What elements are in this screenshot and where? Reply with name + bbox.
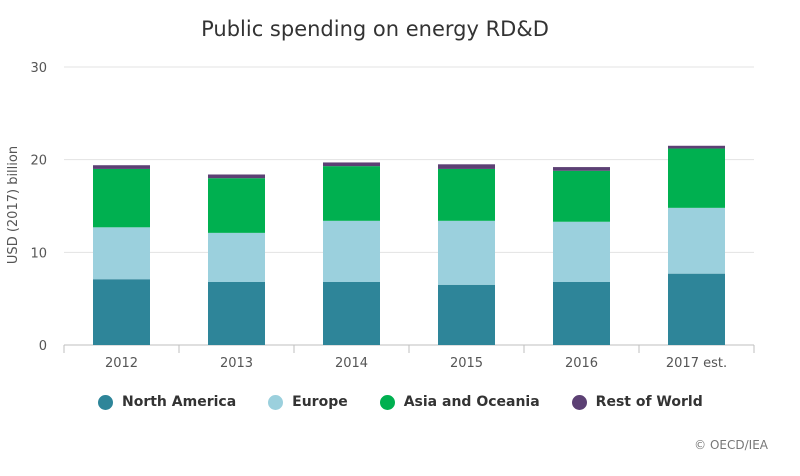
x-tick-label: 2013 xyxy=(220,356,253,371)
bar-europe-2014 xyxy=(323,220,380,282)
legend-item-europe[interactable]: Europe xyxy=(268,394,348,410)
bar-rest-of-world-2013 xyxy=(208,174,265,179)
bar-rest-of-world-2015 xyxy=(438,164,495,169)
legend-swatch xyxy=(379,394,395,410)
bar-rest-of-world-2014 xyxy=(323,162,380,167)
x-tick-label: 2017 est. xyxy=(666,356,727,371)
bar-asia-and-oceania-2014 xyxy=(323,166,380,221)
legend-swatch xyxy=(268,394,284,410)
y-axis-label: USD (2017) billion xyxy=(6,146,21,264)
y-tick-label: 30 xyxy=(30,61,47,76)
y-tick-label: 0 xyxy=(39,339,47,354)
bar-rest-of-world-2016 xyxy=(553,167,610,171)
bar-rest-of-world-2012 xyxy=(93,165,150,169)
bar-north-america-2016 xyxy=(553,281,610,345)
x-tick-label: 2016 xyxy=(565,356,598,371)
gridlines xyxy=(64,66,754,346)
credit-text: © OECD/IEA xyxy=(694,438,768,452)
bar-europe-2015 xyxy=(438,220,495,285)
bar-north-america-2013 xyxy=(208,281,265,345)
x-tick-label: 2015 xyxy=(450,356,483,371)
bar-asia-and-oceania-2012 xyxy=(93,168,150,228)
bar-asia-and-oceania-2017-est- xyxy=(668,148,725,208)
legend-label: Europe xyxy=(292,394,348,410)
legend-swatch xyxy=(571,394,587,410)
bar-europe-2012 xyxy=(93,227,150,280)
bar-north-america-2015 xyxy=(438,284,495,345)
bar-europe-2017-est- xyxy=(668,207,725,274)
legend-label: Rest of World xyxy=(595,394,703,410)
bar-asia-and-oceania-2015 xyxy=(438,168,495,221)
y-tick-label: 20 xyxy=(30,154,47,169)
bar-north-america-2017-est- xyxy=(668,273,725,345)
bar-asia-and-oceania-2013 xyxy=(208,178,265,233)
legend-label: Asia and Oceania xyxy=(403,394,540,410)
x-tick-label: 2014 xyxy=(335,356,368,371)
legend-item-north-america[interactable]: North America xyxy=(98,394,236,410)
chart-title: Public spending on energy RD&D xyxy=(201,17,549,41)
bar-europe-2016 xyxy=(553,221,610,282)
bar-north-america-2012 xyxy=(93,279,150,345)
bar-north-america-2014 xyxy=(323,281,380,345)
legend-item-rest-of-world[interactable]: Rest of World xyxy=(571,394,703,410)
bar-europe-2013 xyxy=(208,232,265,282)
legend: North America Europe Asia and Oceania Re… xyxy=(98,394,735,410)
legend-swatch xyxy=(98,394,113,410)
bars xyxy=(93,145,725,345)
legend-label: North America xyxy=(122,394,237,410)
bar-asia-and-oceania-2016 xyxy=(553,170,610,222)
y-axis-ticks: 0 10 20 30 xyxy=(30,61,47,354)
legend-item-asia-oceania[interactable]: Asia and Oceania xyxy=(379,394,540,410)
x-tick-label: 2012 xyxy=(105,356,138,371)
bar-rest-of-world-2017-est- xyxy=(668,145,725,149)
x-axis-ticks: 2012 2013 2014 2015 2016 2017 est. xyxy=(63,345,755,371)
y-tick-label: 10 xyxy=(30,246,47,261)
